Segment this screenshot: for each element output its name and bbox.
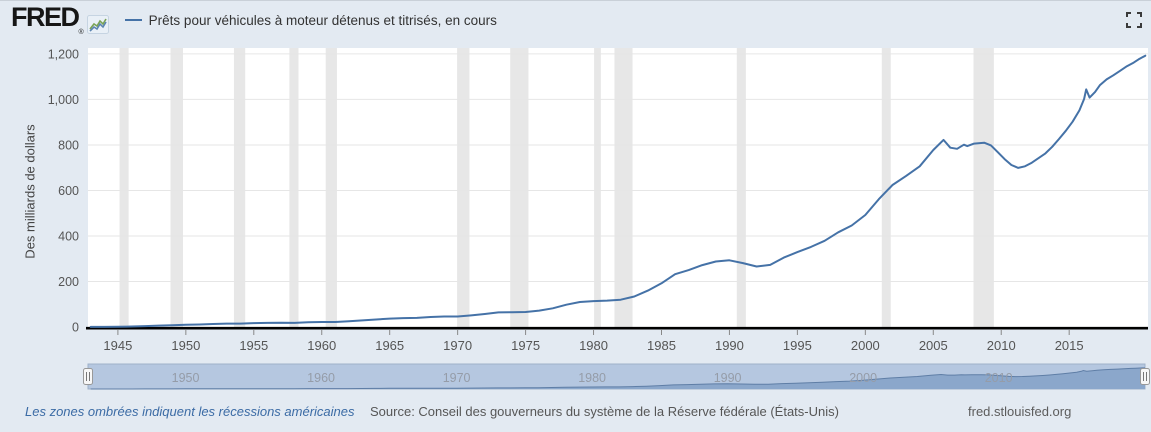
x-tick-label: 1960 [307, 338, 336, 353]
x-tick-label: 1975 [511, 338, 540, 353]
y-tick-label: 1,000 [48, 93, 79, 107]
recession-band [233, 48, 246, 327]
x-tick-label: 2010 [987, 338, 1016, 353]
site-url: fred.stlouisfed.org [968, 404, 1072, 419]
legend-line-marker [124, 19, 142, 21]
x-tick-label: 1970 [443, 338, 472, 353]
registered-mark: ® [78, 29, 84, 36]
series-title: Prêts pour véhicules à moteur détenus et… [148, 12, 497, 28]
legend-item[interactable]: Prêts pour véhicules à moteur détenus et… [124, 12, 497, 28]
recession-band [119, 48, 129, 327]
y-tick-label: 800 [58, 138, 79, 152]
source-text: Source: Conseil des gouverneurs du systè… [370, 404, 839, 419]
fred-logo[interactable]: FRED® [11, 2, 84, 37]
recession-band [289, 48, 299, 327]
recession-band [614, 48, 633, 327]
recession-note-link[interactable]: Les zones ombrées indiquent les récessio… [25, 404, 355, 419]
navigator-right-handle[interactable] [1140, 368, 1150, 385]
x-tick-label: 1995 [783, 338, 812, 353]
navigator-year-label: 2000 [849, 371, 877, 385]
handle-grip[interactable] [83, 368, 93, 385]
navigator-year-label: 1980 [578, 371, 606, 385]
range-navigator[interactable]: 1950 1960 1970 1980 1990 2000 2010 [0, 362, 1151, 394]
x-tick-label: 1955 [239, 338, 268, 353]
recession-band [736, 48, 746, 327]
y-tick-label: 1,200 [48, 47, 79, 61]
recession-band [973, 48, 994, 327]
navigator-area [88, 367, 1145, 389]
x-tick-label: 2005 [919, 338, 948, 353]
navigator-year-label: 1990 [714, 371, 742, 385]
handle-grip[interactable] [1140, 368, 1150, 385]
x-tick-label: 1990 [715, 338, 744, 353]
y-tick-label: 600 [58, 184, 79, 198]
fred-sparkline-icon [86, 14, 109, 34]
navigator-year-label: 1970 [443, 371, 471, 385]
recession-band [325, 48, 337, 327]
recession-band [457, 48, 470, 327]
navigator-line [90, 367, 1145, 390]
recession-band [881, 48, 891, 327]
chart-footer: Les zones ombrées indiquent les récessio… [0, 401, 1151, 425]
chart-header: FRED® Prêts pour véhicules à moteur déte… [0, 1, 1151, 39]
data-series-line[interactable] [89, 54, 1147, 328]
x-tick-label: 1950 [171, 338, 200, 353]
x-tick-label: 1965 [375, 338, 404, 353]
y-tick-label: 400 [58, 229, 79, 243]
x-tick-label: 1980 [579, 338, 608, 353]
x-tick-label: 2015 [1055, 338, 1084, 353]
y-tick-label: 0 [72, 321, 79, 335]
x-tick-label: 1985 [647, 338, 676, 353]
fullscreen-icon [1125, 12, 1142, 28]
fullscreen-button[interactable] [1125, 12, 1142, 29]
x-tick-label: 1945 [103, 338, 132, 353]
recession-band [510, 48, 529, 327]
navigator-year-label: 2010 [985, 371, 1013, 385]
navigator-year-label: 1960 [307, 371, 335, 385]
recession-band [594, 48, 601, 327]
x-tick-label: 2000 [851, 338, 880, 353]
navigator-year-label: 1950 [172, 371, 200, 385]
navigator-left-handle[interactable] [83, 368, 93, 385]
y-axis-title: Des milliards de dollars [22, 123, 38, 259]
recession-band [170, 48, 183, 327]
main-chart[interactable]: 0 200 400 600 800 1,000 1,200 1945 1950 1955 1960 1… [0, 39, 1151, 362]
y-tick-label: 200 [58, 275, 79, 289]
